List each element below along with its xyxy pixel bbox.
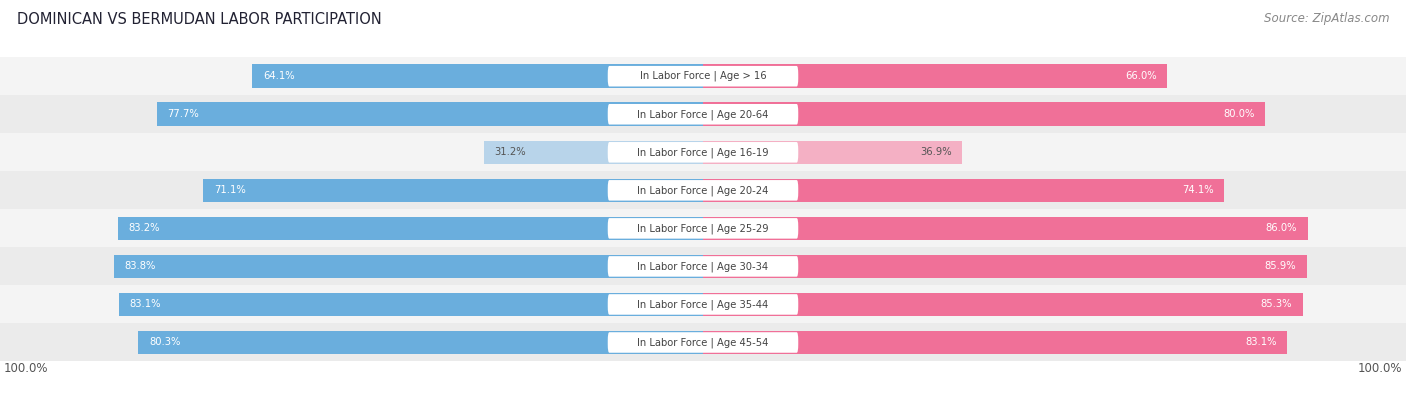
Bar [118,216,703,240]
Text: Source: ZipAtlas.com: Source: ZipAtlas.com [1264,12,1389,25]
FancyBboxPatch shape [607,294,799,315]
Bar [0,209,1406,247]
Text: 83.1%: 83.1% [1246,337,1277,348]
Bar [484,141,703,164]
Bar [703,216,1308,240]
Bar [703,331,1288,354]
Text: 36.9%: 36.9% [921,147,952,157]
Text: In Labor Force | Age 20-24: In Labor Force | Age 20-24 [637,185,769,196]
Text: 64.1%: 64.1% [263,71,294,81]
Text: In Labor Force | Age 16-19: In Labor Force | Age 16-19 [637,147,769,158]
Bar [703,293,1303,316]
Bar [0,324,1406,361]
FancyBboxPatch shape [607,256,799,276]
Text: 86.0%: 86.0% [1265,223,1298,233]
FancyBboxPatch shape [607,142,799,163]
Bar [139,331,703,354]
Text: In Labor Force | Age 35-44: In Labor Force | Age 35-44 [637,299,769,310]
Bar [156,102,703,126]
Text: 100.0%: 100.0% [3,362,48,375]
Text: 77.7%: 77.7% [167,109,200,119]
Text: 85.9%: 85.9% [1265,261,1296,271]
Text: 74.1%: 74.1% [1182,185,1213,196]
Text: DOMINICAN VS BERMUDAN LABOR PARTICIPATION: DOMINICAN VS BERMUDAN LABOR PARTICIPATIO… [17,12,381,27]
Text: 83.1%: 83.1% [129,299,160,309]
Bar [120,293,703,316]
Text: 83.2%: 83.2% [128,223,160,233]
FancyBboxPatch shape [607,180,799,201]
Bar [114,255,703,278]
FancyBboxPatch shape [607,218,799,239]
FancyBboxPatch shape [607,104,799,124]
Bar [703,179,1223,202]
Bar [0,171,1406,209]
Text: 85.3%: 85.3% [1261,299,1292,309]
FancyBboxPatch shape [607,66,799,87]
Text: 80.0%: 80.0% [1223,109,1256,119]
Bar [703,141,963,164]
Bar [703,255,1308,278]
Text: In Labor Force | Age 30-34: In Labor Force | Age 30-34 [637,261,769,272]
Text: 31.2%: 31.2% [495,147,526,157]
Text: 83.8%: 83.8% [125,261,156,271]
Bar [0,247,1406,286]
Bar [703,102,1265,126]
Bar [204,179,703,202]
Bar [0,133,1406,171]
Text: In Labor Force | Age 20-64: In Labor Force | Age 20-64 [637,109,769,120]
Bar [253,64,703,88]
Text: 66.0%: 66.0% [1125,71,1156,81]
Bar [703,64,1167,88]
Text: 71.1%: 71.1% [214,185,246,196]
FancyBboxPatch shape [607,332,799,353]
Text: 80.3%: 80.3% [149,337,180,348]
Text: In Labor Force | Age 45-54: In Labor Force | Age 45-54 [637,337,769,348]
Bar [0,57,1406,95]
Bar [0,286,1406,324]
Text: In Labor Force | Age 25-29: In Labor Force | Age 25-29 [637,223,769,233]
Text: 100.0%: 100.0% [1358,362,1403,375]
Bar [0,95,1406,133]
Text: In Labor Force | Age > 16: In Labor Force | Age > 16 [640,71,766,81]
